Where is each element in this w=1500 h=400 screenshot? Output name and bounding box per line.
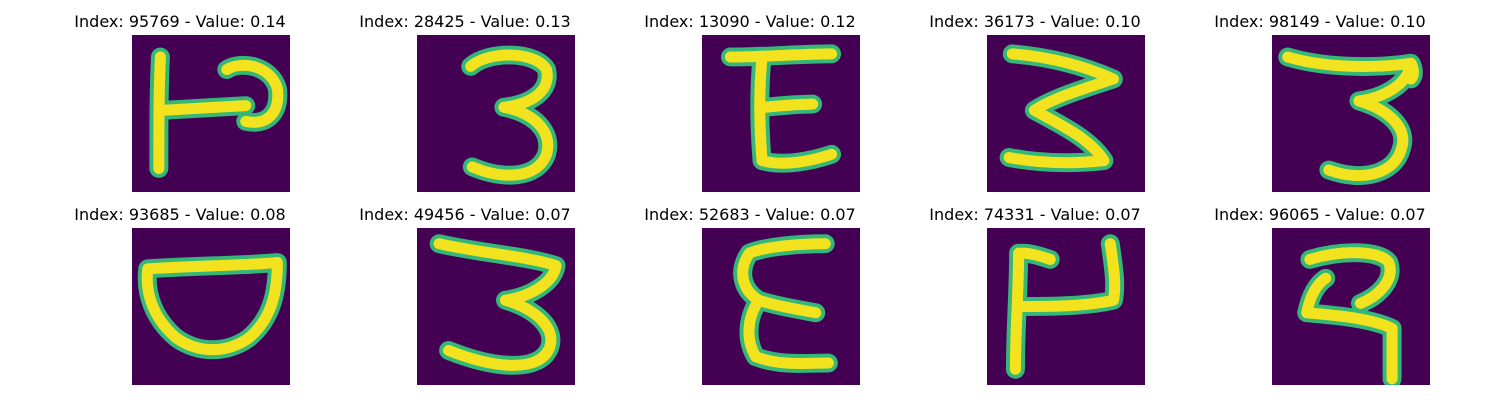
panel-3: Index: 13090 - Value: 0.12 [600, 0, 900, 192]
panel-2: Index: 28425 - Value: 0.13 [315, 0, 615, 192]
panel-title: Index: 98149 - Value: 0.10 [1214, 12, 1426, 31]
panel-title: Index: 13090 - Value: 0.12 [644, 12, 856, 31]
panel-title: Index: 36173 - Value: 0.10 [929, 12, 1141, 31]
panel-title: Index: 95769 - Value: 0.14 [74, 12, 286, 31]
panel-title: Index: 49456 - Value: 0.07 [359, 205, 571, 224]
digit-image [417, 228, 575, 385]
digit-image [417, 35, 575, 192]
panel-4: Index: 36173 - Value: 0.10 [885, 0, 1185, 192]
digit-image [702, 228, 860, 385]
panel-1: Index: 95769 - Value: 0.14 [30, 0, 330, 192]
digit-image [1272, 35, 1430, 192]
digit-image [702, 35, 860, 192]
panel-title: Index: 96065 - Value: 0.07 [1214, 205, 1426, 224]
panel-5: Index: 98149 - Value: 0.10 [1170, 0, 1470, 192]
digit-image [132, 228, 290, 385]
digit-image [132, 35, 290, 192]
panel-10: Index: 96065 - Value: 0.07 [1170, 193, 1470, 385]
digit-image [987, 228, 1145, 385]
digit-image [1272, 228, 1430, 385]
panel-7: Index: 49456 - Value: 0.07 [315, 193, 615, 385]
panel-6: Index: 93685 - Value: 0.08 [30, 193, 330, 385]
panel-title: Index: 28425 - Value: 0.13 [359, 12, 571, 31]
panel-9: Index: 74331 - Value: 0.07 [885, 193, 1185, 385]
panel-title: Index: 74331 - Value: 0.07 [929, 205, 1141, 224]
panel-8: Index: 52683 - Value: 0.07 [600, 193, 900, 385]
panel-title: Index: 52683 - Value: 0.07 [644, 205, 856, 224]
digit-image [987, 35, 1145, 192]
panel-title: Index: 93685 - Value: 0.08 [74, 205, 286, 224]
